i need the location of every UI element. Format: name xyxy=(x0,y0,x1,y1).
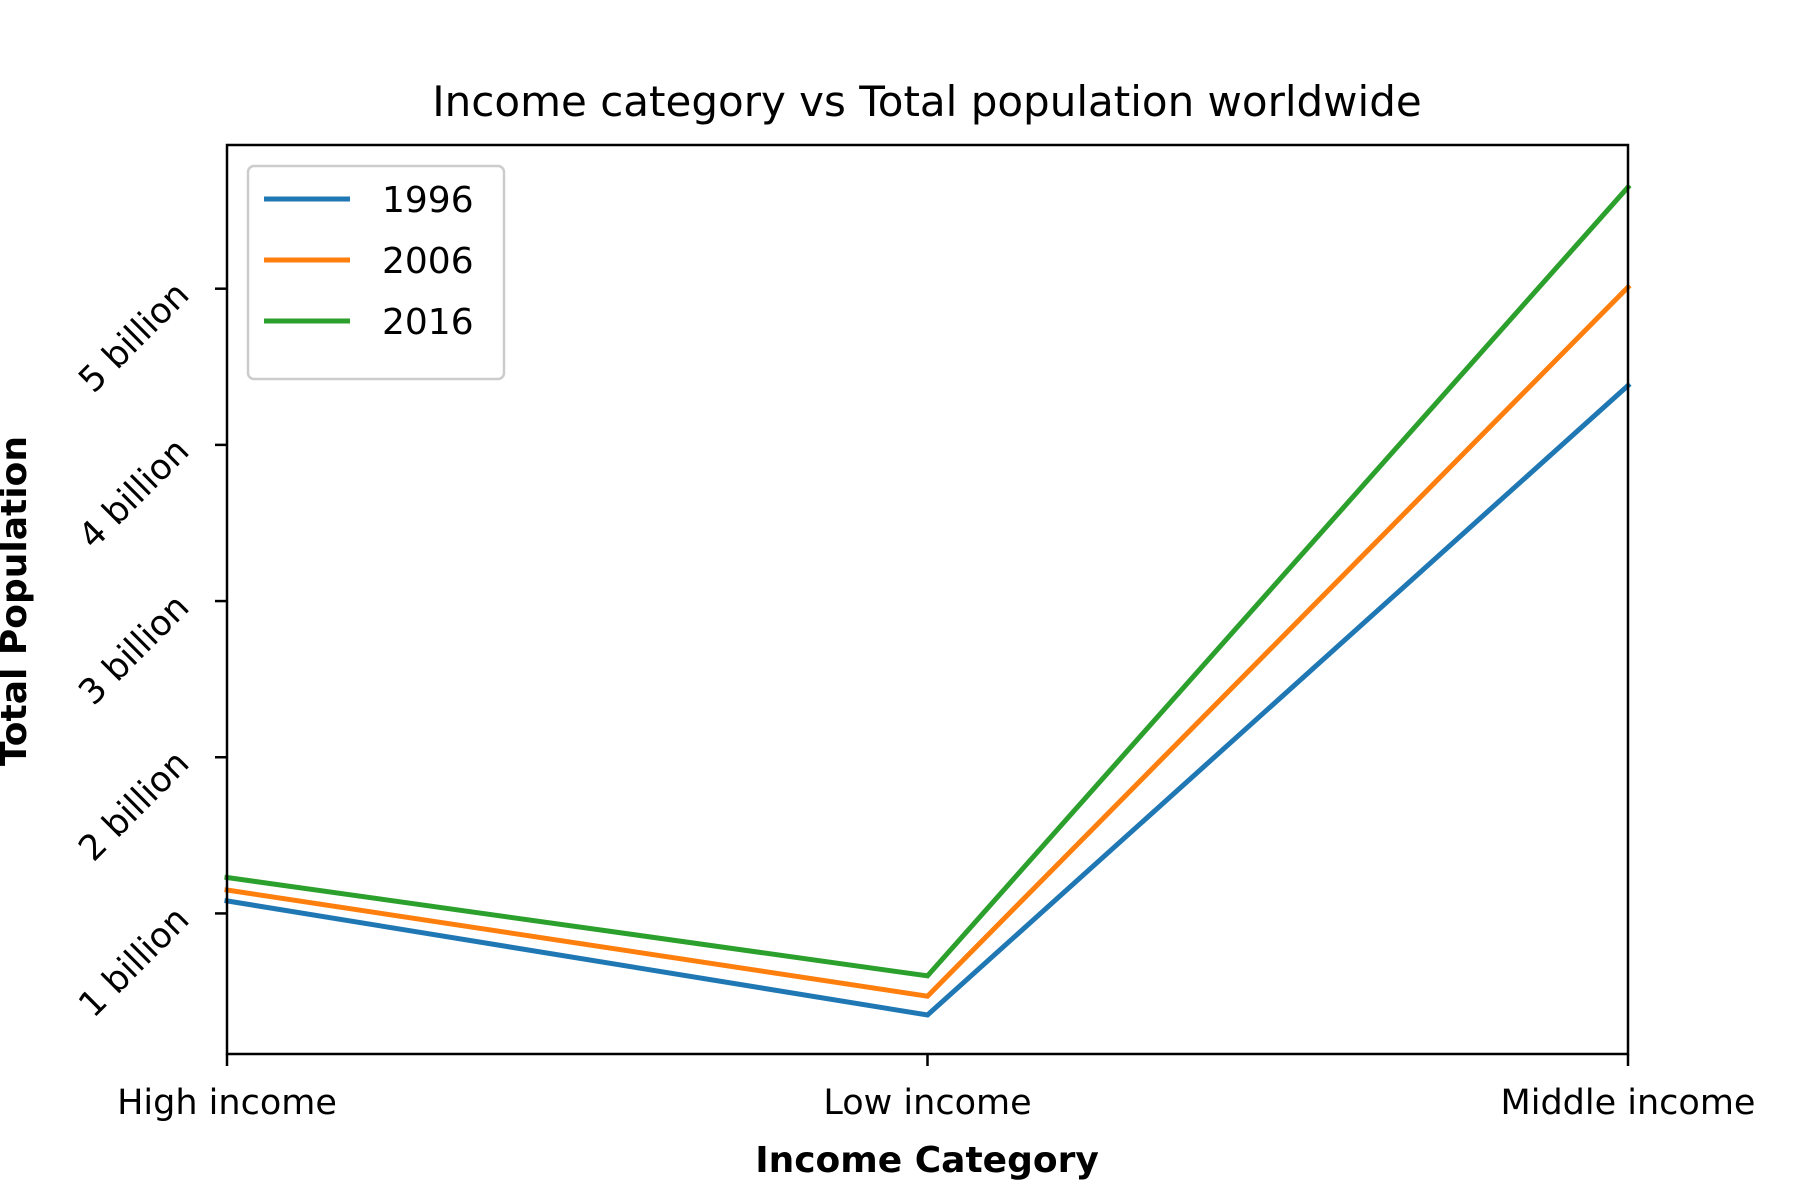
y-tick-label: 4 billion xyxy=(71,431,197,557)
legend-label-2006: 2006 xyxy=(382,241,474,282)
legend: 1996 2006 2016 xyxy=(246,164,506,381)
y-axis-label: Total Population xyxy=(0,436,35,766)
x-axis-label: Income Category xyxy=(755,1140,1099,1181)
series-line-1996 xyxy=(224,381,1632,1018)
chart-title: Income category vs Total population worl… xyxy=(432,77,1421,126)
series-line-2006 xyxy=(224,283,1632,999)
legend-label-1996: 1996 xyxy=(382,180,474,221)
y-tick-label: 3 billion xyxy=(71,587,197,713)
x-tick-label: Low income xyxy=(823,1083,1031,1123)
y-tick-label: 2 billion xyxy=(71,743,197,869)
y-tick-label: 1 billion xyxy=(71,900,197,1026)
y-tick-label: 5 billion xyxy=(71,275,197,401)
series-line-2016 xyxy=(224,183,1632,979)
x-tick-label: High income xyxy=(117,1083,337,1123)
legend-box xyxy=(246,164,506,381)
legend-label-2016: 2016 xyxy=(382,302,474,343)
x-tick-label: Middle income xyxy=(1501,1083,1756,1123)
